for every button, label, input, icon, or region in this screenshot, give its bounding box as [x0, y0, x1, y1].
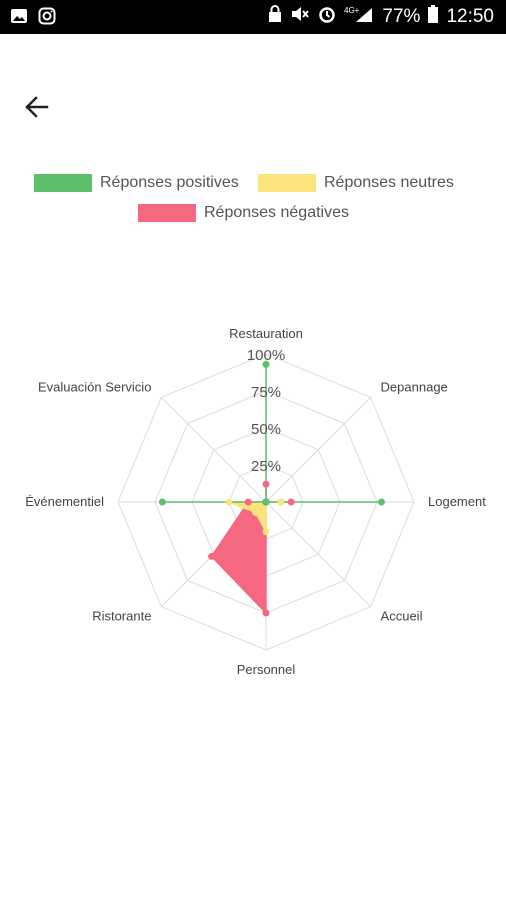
data-point	[377, 498, 385, 506]
legend-label: Réponses neutres	[324, 174, 454, 191]
axis-label: Restauration	[229, 326, 303, 341]
tick-label: 50%	[251, 421, 281, 438]
axis-label: Événementiel	[25, 494, 104, 509]
data-point	[244, 498, 252, 506]
data-point	[262, 528, 270, 536]
legend-swatch	[34, 174, 92, 192]
image-icon	[10, 7, 28, 30]
legend-swatch	[138, 204, 196, 222]
legend-item-negatives[interactable]: Réponses négatives	[138, 204, 349, 222]
data-point	[158, 498, 166, 506]
data-point	[262, 609, 270, 617]
axis-label: Personnel	[237, 662, 296, 677]
signal-icon: 4G+	[344, 5, 374, 29]
data-point	[225, 498, 233, 506]
clock-time: 12:50	[446, 6, 494, 27]
data-point	[262, 498, 270, 506]
data-point	[287, 498, 295, 506]
lock-notification-icon	[268, 5, 282, 29]
svg-text:4G+: 4G+	[344, 6, 360, 15]
axis-label: Depannage	[381, 379, 448, 394]
legend-item-positives[interactable]: Réponses positives	[34, 174, 239, 192]
legend-label: Réponses positives	[100, 174, 239, 191]
battery-percent: 77%	[382, 6, 421, 27]
radar-chart: 25% 50% 75% 100% Restauration Depannage Logeme…	[25, 326, 486, 677]
legend-item-neutres[interactable]: Réponses neutres	[258, 174, 454, 192]
grid-spoke	[160, 396, 267, 503]
axis-label: Evaluación Servicio	[38, 379, 151, 394]
mute-icon	[290, 5, 310, 29]
axis-label: Ristorante	[92, 609, 151, 624]
tick-label: 25%	[251, 458, 281, 475]
grid-spoke	[265, 396, 372, 503]
axis-label: Accueil	[381, 609, 423, 624]
tick-label: 75%	[251, 384, 281, 401]
data-point	[277, 498, 285, 506]
data-point	[262, 360, 270, 368]
alarm-icon	[318, 5, 336, 29]
grid-spoke	[265, 501, 372, 608]
legend-label: Réponses négatives	[204, 204, 349, 221]
battery-icon	[428, 5, 439, 29]
status-bar: 4G+ 77% 12:50	[0, 0, 506, 34]
instagram-icon	[38, 7, 56, 30]
back-arrow-icon[interactable]	[20, 90, 54, 124]
data-point	[208, 552, 216, 560]
data-point	[252, 508, 260, 516]
tick-label: 100%	[247, 347, 285, 364]
axis-label: Logement	[428, 494, 486, 509]
legend-swatch	[258, 174, 316, 192]
data-point	[262, 480, 270, 488]
